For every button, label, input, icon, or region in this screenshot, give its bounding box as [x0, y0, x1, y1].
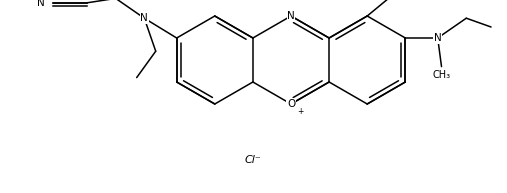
- Text: O: O: [287, 99, 295, 109]
- Text: +: +: [297, 107, 303, 115]
- Text: CH₃: CH₃: [432, 70, 451, 80]
- Text: N: N: [287, 11, 295, 21]
- Text: Cl⁻: Cl⁻: [244, 155, 262, 165]
- Text: N: N: [140, 13, 148, 23]
- Text: N: N: [37, 0, 45, 8]
- Text: N: N: [434, 33, 442, 43]
